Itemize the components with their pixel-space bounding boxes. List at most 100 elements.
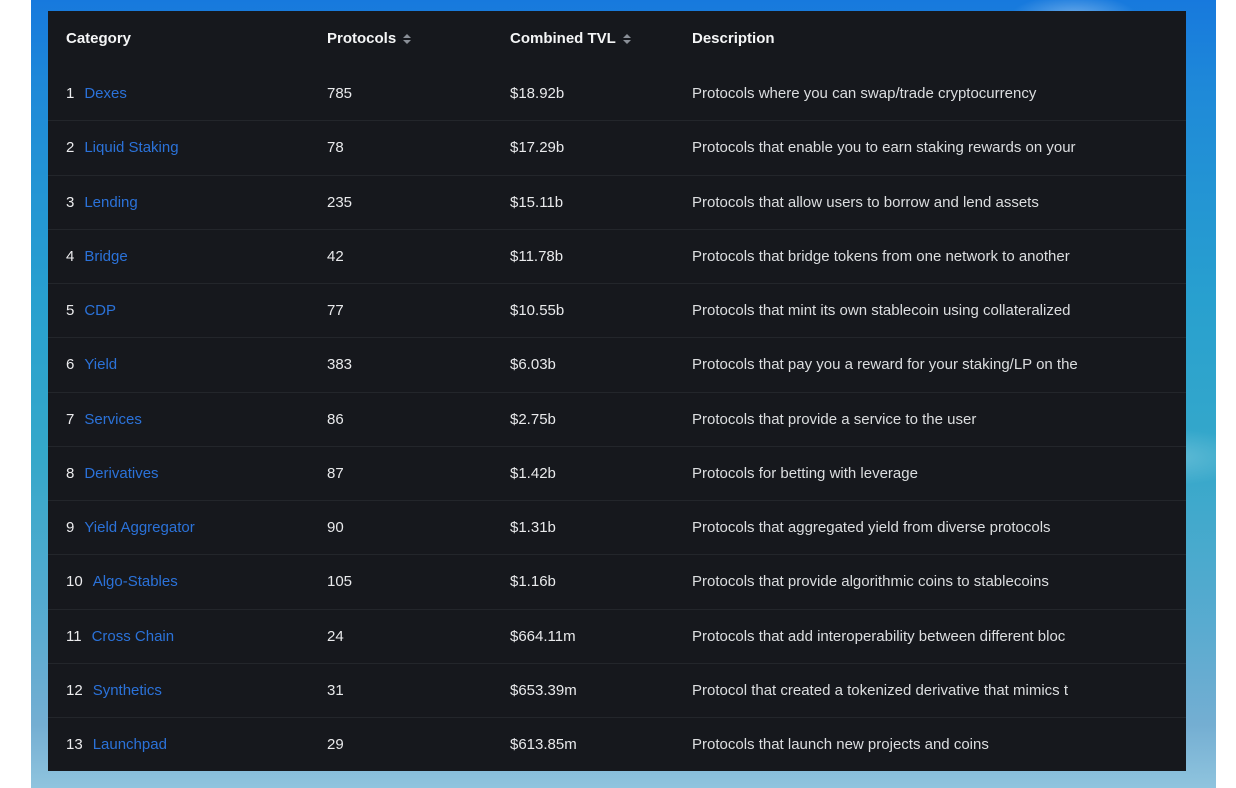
- protocols-count-cell: 785: [327, 84, 353, 102]
- rank-number: 3: [66, 193, 75, 211]
- rank-number: 9: [66, 519, 75, 537]
- column-header-combined-tvl-label: Combined TVL: [510, 30, 616, 47]
- description-cell: Protocols that enable you to earn stakin…: [692, 139, 1076, 157]
- table-row: 10 Algo-Stables 105 $1.16b Protocols tha…: [48, 554, 1186, 608]
- category-cell: 6 Yield: [66, 356, 327, 373]
- rank-number: 1: [66, 84, 75, 102]
- rank-number: 8: [66, 464, 75, 482]
- category-cell: 10 Algo-Stables: [66, 573, 327, 590]
- description-cell: Protocols for betting with leverage: [692, 464, 918, 482]
- table-row: 6 Yield 383 $6.03b Protocols that pay yo…: [48, 337, 1186, 391]
- category-link[interactable]: Derivatives: [84, 464, 159, 482]
- category-link[interactable]: Launchpad: [92, 736, 167, 754]
- category-cell: 12 Synthetics: [66, 682, 327, 699]
- protocols-count-cell: 86: [327, 410, 344, 428]
- rank-number: 7: [66, 410, 75, 428]
- combined-tvl-cell: $17.29b: [510, 139, 565, 157]
- category-cell: 1 Dexes: [66, 85, 327, 102]
- column-header-description: Description: [692, 30, 1186, 47]
- protocols-count-cell: 77: [327, 302, 344, 320]
- category-link[interactable]: Bridge: [84, 247, 128, 265]
- rank-number: 12: [66, 681, 83, 699]
- category-link[interactable]: Liquid Staking: [84, 139, 179, 157]
- table-row: 4 Bridge 42 $11.78b Protocols that bridg…: [48, 228, 1186, 283]
- table-header-row: Category Protocols Combined TVL Descript…: [48, 11, 1186, 66]
- category-cell: 4 Bridge: [66, 248, 327, 265]
- combined-tvl-cell: $1.16b: [510, 573, 556, 591]
- column-header-protocols[interactable]: Protocols: [327, 30, 510, 47]
- description-cell: Protocols that mint its own stablecoin u…: [692, 302, 1071, 320]
- category-cell: 7 Services: [66, 411, 327, 428]
- description-cell: Protocols that bridge tokens from one ne…: [692, 247, 1070, 265]
- column-header-protocols-label: Protocols: [327, 30, 397, 47]
- category-cell: 3 Lending: [66, 194, 327, 211]
- categories-table: Category Protocols Combined TVL Descript…: [48, 11, 1186, 771]
- combined-tvl-cell: $1.31b: [510, 519, 556, 537]
- table-row: 2 Liquid Staking 78 $17.29b Protocols th…: [48, 120, 1186, 174]
- sort-icon[interactable]: [622, 33, 631, 44]
- rank-number: 6: [66, 356, 75, 374]
- rank-number: 2: [66, 139, 75, 157]
- column-header-category-label: Category: [66, 30, 132, 47]
- combined-tvl-cell: $11.78b: [510, 247, 564, 265]
- description-cell: Protocols where you can swap/trade crypt…: [692, 84, 1037, 102]
- protocols-count-cell: 90: [327, 519, 344, 537]
- description-cell: Protocols that launch new projects and c…: [692, 736, 989, 754]
- rank-number: 10: [66, 573, 83, 591]
- category-link[interactable]: Lending: [84, 193, 138, 211]
- sort-icon[interactable]: [403, 33, 412, 44]
- category-link[interactable]: Services: [84, 410, 142, 428]
- combined-tvl-cell: $1.42b: [510, 464, 556, 482]
- protocols-count-cell: 383: [327, 356, 353, 374]
- description-cell: Protocols that aggregated yield from div…: [692, 519, 1051, 537]
- table-row: 3 Lending 235 $15.11b Protocols that all…: [48, 174, 1186, 229]
- combined-tvl-cell: $2.75b: [510, 410, 556, 428]
- protocols-count-cell: 78: [327, 139, 344, 157]
- table-body: 1 Dexes 785 $18.92b Protocols where you …: [48, 66, 1186, 771]
- category-cell: 8 Derivatives: [66, 465, 327, 482]
- combined-tvl-cell: $653.39m: [510, 681, 577, 699]
- protocols-count-cell: 105: [327, 573, 353, 591]
- table-row: 12 Synthetics 31 $653.39m Protocol that …: [48, 662, 1186, 717]
- table-row: 9 Yield Aggregator 90 $1.31b Protocols t…: [48, 500, 1186, 554]
- category-link[interactable]: Dexes: [84, 84, 127, 102]
- column-header-combined-tvl[interactable]: Combined TVL: [510, 30, 692, 47]
- rank-number: 11: [66, 627, 82, 645]
- protocols-count-cell: 31: [327, 681, 344, 699]
- table-row: 7 Services 86 $2.75b Protocols that prov…: [48, 391, 1186, 446]
- column-header-description-label: Description: [692, 30, 775, 47]
- table-row: 11 Cross Chain 24 $664.11m Protocols tha…: [48, 608, 1186, 663]
- category-link[interactable]: CDP: [84, 302, 117, 320]
- rank-number: 4: [66, 247, 75, 265]
- category-cell: 11 Cross Chain: [66, 628, 327, 645]
- table-row: 1 Dexes 785 $18.92b Protocols where you …: [48, 66, 1186, 120]
- description-cell: Protocols that allow users to borrow and…: [692, 193, 1039, 211]
- table-row: 5 CDP 77 $10.55b Protocols that mint its…: [48, 283, 1186, 337]
- category-link[interactable]: Yield: [84, 356, 118, 374]
- rank-number: 5: [66, 302, 75, 320]
- combined-tvl-cell: $613.85m: [510, 736, 577, 754]
- category-cell: 9 Yield Aggregator: [66, 519, 327, 536]
- category-cell: 13 Launchpad: [66, 736, 327, 753]
- category-link[interactable]: Algo-Stables: [92, 573, 178, 591]
- category-link[interactable]: Yield Aggregator: [84, 519, 195, 537]
- category-link[interactable]: Synthetics: [92, 681, 162, 699]
- description-cell: Protocols that add interoperability betw…: [692, 627, 1066, 645]
- column-header-category: Category: [66, 30, 327, 47]
- protocols-count-cell: 24: [327, 627, 344, 645]
- description-cell: Protocols that provide algorithmic coins…: [692, 573, 1049, 591]
- description-cell: Protocols that pay you a reward for your…: [692, 356, 1078, 374]
- protocols-count-cell: 29: [327, 736, 344, 754]
- protocols-count-cell: 87: [327, 464, 344, 482]
- category-link[interactable]: Cross Chain: [91, 627, 175, 645]
- protocols-count-cell: 235: [327, 193, 353, 211]
- rank-number: 13: [66, 736, 83, 754]
- combined-tvl-cell: $18.92b: [510, 84, 565, 102]
- combined-tvl-cell: $15.11b: [510, 193, 564, 211]
- combined-tvl-cell: $6.03b: [510, 356, 556, 374]
- protocols-count-cell: 42: [327, 247, 344, 265]
- category-cell: 2 Liquid Staking: [66, 139, 327, 156]
- category-cell: 5 CDP: [66, 302, 327, 319]
- description-cell: Protocol that created a tokenized deriva…: [692, 681, 1069, 699]
- combined-tvl-cell: $664.11m: [510, 627, 576, 645]
